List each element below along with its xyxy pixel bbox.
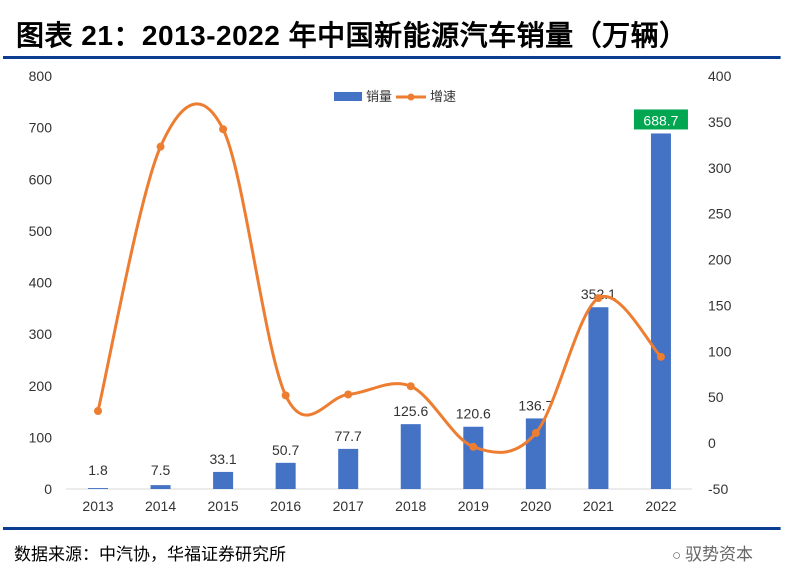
data-label: 33.1 xyxy=(209,451,236,467)
growth-point xyxy=(656,352,665,361)
x-axis-tick: 2022 xyxy=(645,498,676,514)
right-axis-tick: 50 xyxy=(708,389,724,405)
x-axis-tick: 2014 xyxy=(145,498,176,514)
growth-point xyxy=(281,391,290,400)
legend-swatch-sales xyxy=(334,92,362,101)
x-axis-tick: 2017 xyxy=(333,498,364,514)
growth-point xyxy=(531,429,540,438)
x-axis-tick: 2015 xyxy=(208,498,239,514)
right-axis-tick: 0 xyxy=(708,435,716,451)
growth-point xyxy=(469,442,478,451)
right-axis-tick: 250 xyxy=(708,206,732,222)
right-axis-tick: 350 xyxy=(708,114,732,130)
growth-point xyxy=(344,390,353,399)
right-axis-tick: 100 xyxy=(708,343,732,359)
wechat-icon: ○ xyxy=(672,547,682,564)
data-label: 1.8 xyxy=(88,462,108,478)
growth-point xyxy=(219,125,228,134)
bar-sales xyxy=(650,133,671,489)
left-axis-tick: 100 xyxy=(29,429,53,445)
left-axis-tick: 400 xyxy=(29,275,53,291)
bar-sales xyxy=(213,471,234,489)
x-axis-tick: 2020 xyxy=(520,498,551,514)
right-axis-tick: 150 xyxy=(708,297,732,313)
legend-label-sales: 销量 xyxy=(366,89,392,104)
left-axis-tick: 200 xyxy=(29,378,53,394)
data-label: 688.7 xyxy=(643,112,678,128)
x-axis-tick: 2016 xyxy=(270,498,301,514)
data-label: 125.6 xyxy=(393,403,428,419)
x-axis-tick: 2021 xyxy=(583,498,614,514)
watermark-text: 驭势资本 xyxy=(685,545,754,564)
x-axis-tick: 2018 xyxy=(395,498,426,514)
watermark: ○ 驭势资本 xyxy=(672,540,753,565)
bar-sales xyxy=(88,488,108,489)
bar-sales xyxy=(463,426,484,489)
bar-sales xyxy=(275,462,296,489)
x-axis-tick: 2013 xyxy=(82,498,113,514)
legend-label-growth: 增速 xyxy=(430,89,456,104)
data-label-highlight xyxy=(633,109,688,130)
growth-point xyxy=(156,142,165,151)
right-axis-tick: 200 xyxy=(708,252,732,268)
x-axis-tick: 2019 xyxy=(458,498,489,514)
chart-area: 0 100 200 300 400 500 600 700 800 -50 0 50 100 150 200… xyxy=(29,68,732,514)
right-axis-tick: -50 xyxy=(708,481,728,497)
data-label: 50.7 xyxy=(272,442,299,458)
growth-line xyxy=(96,102,663,454)
data-label: 136.7 xyxy=(518,397,553,413)
title-rule xyxy=(3,56,781,59)
bar-sales xyxy=(588,307,609,489)
left-axis-tick: 0 xyxy=(44,481,52,497)
right-axis-tick: 300 xyxy=(708,160,732,176)
left-axis-tick: 500 xyxy=(29,223,53,239)
bar-sales xyxy=(338,448,359,489)
bar-sales xyxy=(525,418,546,489)
source-note: 数据来源：中汽协，华福证券研究所 xyxy=(14,545,286,565)
growth-point xyxy=(594,294,603,303)
data-label: 77.7 xyxy=(335,428,362,444)
chart-title: 图表 21：2013-2022 年中国新能源汽车销量（万辆） xyxy=(16,20,688,51)
left-axis-tick: 700 xyxy=(29,120,53,136)
right-axis-tick: 400 xyxy=(708,68,732,84)
left-axis-tick: 600 xyxy=(29,171,53,187)
growth-point xyxy=(94,406,102,415)
source-rule xyxy=(3,527,781,530)
left-axis-tick: 800 xyxy=(29,68,53,84)
growth-point xyxy=(406,382,415,391)
data-label: 7.5 xyxy=(151,462,171,478)
bar-sales xyxy=(400,424,421,489)
left-axis-tick: 300 xyxy=(29,326,53,342)
legend-marker-growth xyxy=(407,93,415,101)
data-label: 120.6 xyxy=(456,406,491,422)
bar-sales xyxy=(150,485,171,489)
